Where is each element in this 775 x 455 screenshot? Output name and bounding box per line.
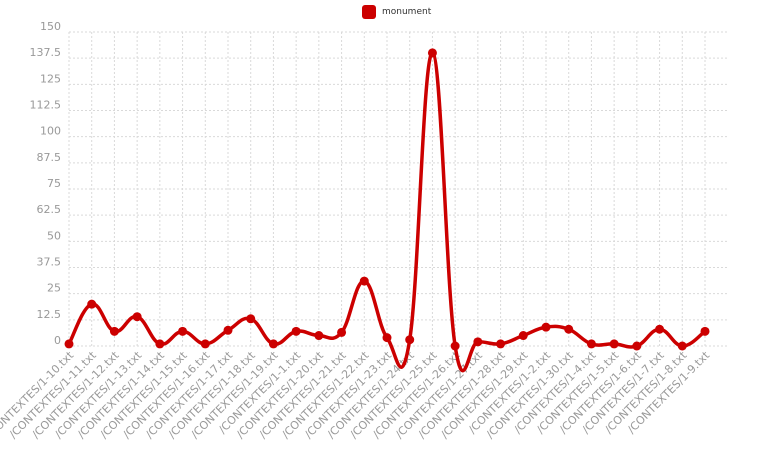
y-axis: 0 12.5 25 37.5 50 62.5 75 87.5 100 112.5 125 137.5 1… [30, 20, 62, 347]
data-point[interactable] [87, 299, 97, 309]
data-point[interactable] [337, 327, 347, 337]
y-tick-label: 137.5 [30, 46, 62, 59]
data-point[interactable] [564, 324, 574, 334]
y-tick-label: 100 [40, 125, 61, 138]
data-point[interactable] [223, 325, 233, 335]
data-point[interactable] [496, 339, 506, 349]
data-point[interactable] [268, 339, 278, 349]
data-point[interactable] [450, 341, 460, 351]
data-point[interactable] [178, 326, 188, 336]
data-point[interactable] [291, 326, 301, 336]
data-point[interactable] [246, 314, 256, 324]
y-tick-label: 112.5 [30, 99, 62, 112]
data-point[interactable] [677, 341, 687, 351]
y-tick-label: 75 [47, 177, 61, 190]
data-point[interactable] [427, 48, 437, 58]
y-tick-label: 150 [40, 20, 61, 33]
data-point[interactable] [132, 312, 142, 322]
data-point[interactable] [382, 333, 392, 343]
x-axis: /CONTEXTES/1-10.txt/CONTEXTES/1-11.txt/C… [0, 348, 713, 441]
grid [68, 31, 728, 347]
data-point[interactable] [109, 326, 119, 336]
series-layer [64, 48, 710, 373]
y-tick-label: 0 [54, 334, 61, 347]
data-point[interactable] [405, 335, 415, 345]
y-tick-label: 12.5 [37, 308, 62, 321]
legend-label[interactable]: monument [382, 7, 432, 17]
data-point[interactable] [518, 331, 528, 341]
y-tick-label: 125 [40, 72, 61, 85]
data-point[interactable] [632, 341, 642, 351]
y-tick-label: 37.5 [37, 256, 62, 269]
data-point[interactable] [359, 276, 369, 286]
data-point[interactable] [200, 339, 210, 349]
y-tick-label: 87.5 [37, 151, 62, 164]
data-point[interactable] [541, 322, 551, 332]
data-point[interactable] [700, 326, 710, 336]
y-tick-label: 50 [47, 229, 61, 242]
data-point[interactable] [64, 339, 74, 349]
data-point[interactable] [655, 324, 665, 334]
data-point[interactable] [155, 339, 165, 349]
y-tick-label: 62.5 [37, 203, 62, 216]
data-point[interactable] [314, 331, 324, 341]
data-point[interactable] [473, 337, 483, 347]
legend-swatch[interactable] [362, 5, 376, 19]
legend[interactable]: monument [362, 5, 432, 19]
data-point[interactable] [586, 339, 596, 349]
y-tick-label: 25 [47, 282, 61, 295]
data-point[interactable] [609, 339, 619, 349]
